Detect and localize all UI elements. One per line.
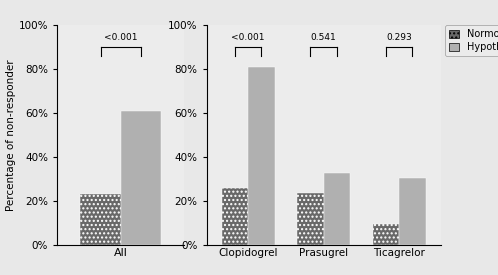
Bar bbox=[248, 67, 274, 245]
Bar bbox=[373, 224, 399, 245]
Bar bbox=[121, 111, 161, 245]
Text: <0.001: <0.001 bbox=[232, 33, 265, 42]
Bar bbox=[399, 178, 426, 245]
Text: <0.001: <0.001 bbox=[104, 33, 137, 42]
Bar bbox=[324, 173, 350, 245]
Text: 0.293: 0.293 bbox=[386, 33, 412, 42]
Bar bbox=[297, 193, 324, 245]
Text: 0.541: 0.541 bbox=[311, 33, 337, 42]
Y-axis label: Percentage of non-responder: Percentage of non-responder bbox=[6, 59, 16, 211]
Legend: Normothermia, Hypothermia: Normothermia, Hypothermia bbox=[445, 25, 498, 56]
Bar bbox=[222, 188, 248, 245]
Bar bbox=[80, 194, 121, 245]
